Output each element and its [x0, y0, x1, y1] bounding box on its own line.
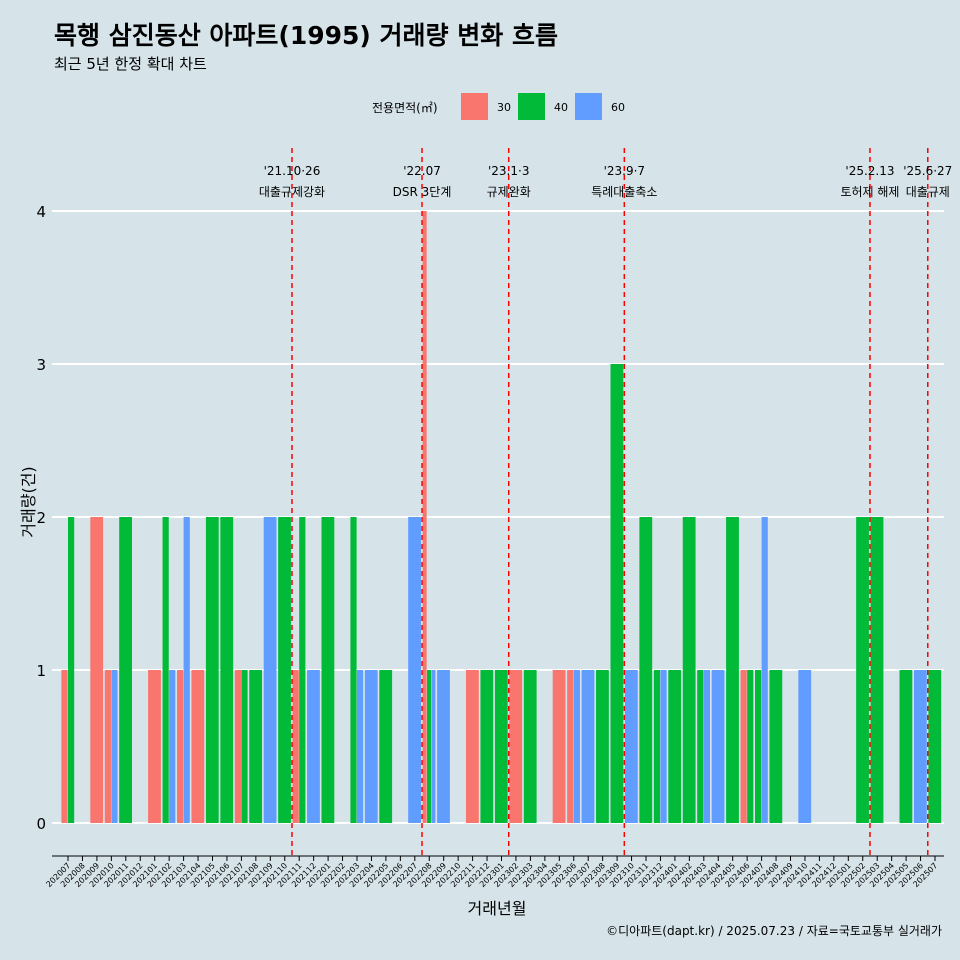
caption: ©디아파트(dapt.kr) / 2025.07.23 / 자료=국토교통부 실… [606, 924, 942, 938]
y-tick-label-0: 0 [36, 815, 46, 833]
x-axis: 2020072020082020092020102020112020122021… [44, 855, 944, 889]
bar-202311-40 [639, 517, 653, 823]
bar-202203-40 [350, 517, 357, 823]
bar-202107-40 [241, 670, 248, 823]
bar-202105-40 [205, 517, 219, 823]
event-label-202506: 대출규제 [906, 185, 950, 199]
bar-202505-40 [899, 670, 913, 823]
bar-202112-60 [307, 670, 320, 823]
event-date-202207: '22.07 [403, 164, 441, 178]
bar-202406-40 [747, 670, 754, 823]
legend-title: 전용면적(㎡) [372, 101, 438, 115]
bar-202404-60 [711, 670, 725, 823]
bar-202211-30 [466, 670, 479, 823]
legend-label-40: 40 [554, 101, 568, 114]
bar-202103-60 [183, 517, 190, 823]
bar-202007-30 [61, 670, 68, 823]
bar-202109-60 [263, 517, 277, 823]
bar-202209-60 [437, 670, 450, 823]
bar-202107-30 [234, 670, 241, 823]
bar-202007-40 [68, 517, 75, 823]
bar-202301-40 [494, 670, 508, 823]
bar-202507-40 [928, 670, 942, 823]
legend-swatch-30 [461, 93, 488, 120]
y-tick-label-2: 2 [36, 509, 46, 527]
bar-202205-40 [379, 670, 393, 823]
y-tick-label-4: 4 [36, 203, 46, 221]
bar-202407-60 [761, 517, 768, 823]
bar-202208-40 [427, 670, 432, 823]
bar-202309-40 [610, 364, 624, 823]
bar-202306-30 [567, 670, 574, 823]
event-date-202502: '25.2.13 [845, 164, 894, 178]
event-date-202110: '21.10·26 [264, 164, 321, 178]
y-axis: 0 1 2 3 4 [36, 203, 46, 833]
bar-202310-60 [624, 670, 638, 823]
y-tick-label-1: 1 [36, 662, 46, 680]
event-date-202301: '23.1·3 [488, 164, 529, 178]
bar-202305-30 [552, 670, 566, 823]
bar-202506-60 [913, 670, 927, 823]
bar-202303-40 [523, 670, 537, 823]
bar-202203-60 [357, 670, 364, 823]
bar-202111-40 [299, 517, 306, 823]
bar-202102-40 [162, 517, 169, 823]
event-label-202110: 대출규제강화 [259, 185, 325, 199]
bar-202201-40 [321, 517, 335, 823]
legend-swatch-40 [518, 93, 545, 120]
bar-202401-40 [668, 670, 682, 823]
bar-202503-40 [870, 517, 884, 823]
bar-202106-40 [220, 517, 234, 823]
bar-202407-40 [755, 670, 762, 823]
bars [61, 211, 942, 823]
chart-subtitle: 최근 5년 한정 확대 차트 [54, 55, 207, 73]
bar-202312-40 [653, 670, 661, 823]
bar-202403-40 [697, 670, 704, 823]
bar-202011-40 [119, 517, 132, 823]
annotations: '21.10·26 대출규제강화 '22.07 DSR 3단계 '23.1·3 규제완화 '… [259, 148, 952, 856]
bar-202308-40 [596, 670, 609, 823]
chart-title: 목행 삼진동산 아파트(1995) 거래량 변화 흐름 [54, 21, 558, 50]
x-axis-title: 거래년월 [468, 899, 527, 918]
bar-202204-60 [364, 670, 378, 823]
bar-202111-30 [292, 670, 299, 823]
bar-202010-30 [104, 670, 111, 823]
bar-202306-60 [573, 670, 580, 823]
event-label-202207: DSR 3단계 [393, 185, 452, 199]
event-label-202502: 토허제 해제 [840, 185, 899, 199]
bar-202312-60 [660, 670, 667, 823]
bar-202408-40 [769, 670, 783, 823]
legend-swatch-60 [575, 93, 602, 120]
bar-202212-40 [480, 670, 494, 823]
bar-202307-60 [581, 670, 595, 823]
event-label-202309: 특례대출축소 [591, 185, 657, 199]
bar-202207-60 [408, 517, 421, 823]
legend: 전용면적(㎡) 30 40 60 [372, 93, 625, 120]
bar-202108-40 [249, 670, 263, 823]
event-date-202506: '25.6·27 [903, 164, 952, 178]
bar-202402-40 [682, 517, 696, 823]
event-date-202309: '23.9·7 [604, 164, 645, 178]
bar-202208-30 [422, 211, 427, 823]
bar-202104-30 [191, 670, 205, 823]
bar-202009-30 [90, 517, 104, 823]
bar-202406-30 [740, 670, 747, 823]
bar-202102-60 [169, 670, 176, 823]
bar-202101-30 [148, 670, 161, 823]
event-label-202301: 규제완화 [487, 185, 531, 199]
bar-202405-40 [726, 517, 739, 823]
bar-202010-60 [111, 670, 118, 823]
bar-202110-40 [278, 517, 291, 823]
legend-label-60: 60 [611, 101, 625, 114]
y-axis-title: 거래량(건) [19, 466, 38, 537]
bar-202502-40 [856, 517, 869, 823]
bar-202103-30 [177, 670, 184, 823]
y-tick-label-3: 3 [36, 356, 46, 374]
bar-202403-60 [703, 670, 710, 823]
bar-202302-30 [509, 670, 523, 823]
bar-202208-60 [431, 670, 436, 823]
bar-202410-60 [798, 670, 812, 823]
legend-label-30: 30 [497, 101, 511, 114]
